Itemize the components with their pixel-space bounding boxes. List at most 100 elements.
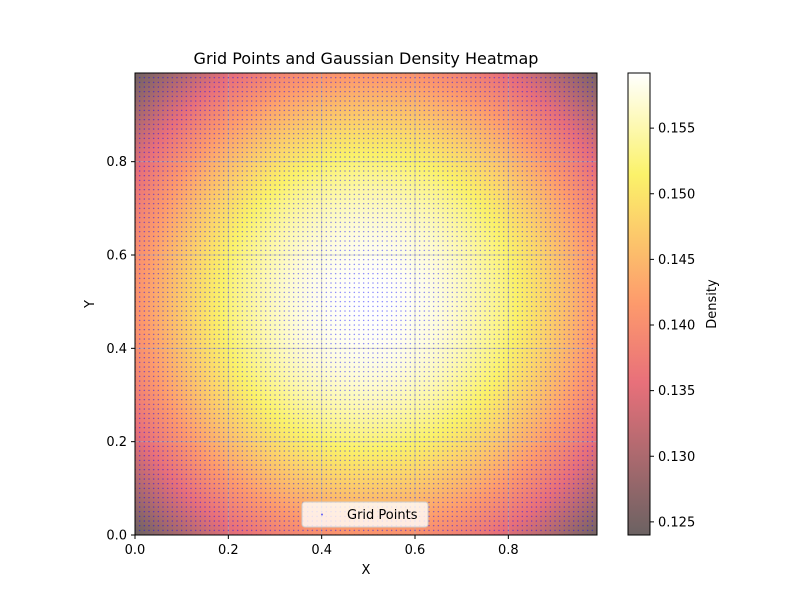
grid-point bbox=[246, 305, 248, 308]
grid-point bbox=[232, 202, 234, 205]
grid-point bbox=[222, 524, 225, 527]
grid-point bbox=[194, 184, 197, 186]
grid-point bbox=[274, 179, 276, 182]
grid-point bbox=[250, 300, 253, 303]
grid-point bbox=[260, 123, 262, 126]
grid-point bbox=[199, 361, 202, 364]
grid-point bbox=[255, 417, 258, 420]
grid-point bbox=[241, 412, 244, 415]
grid-point bbox=[185, 156, 188, 158]
grid-point bbox=[297, 412, 300, 415]
grid-point bbox=[320, 226, 323, 228]
grid-point bbox=[157, 347, 160, 350]
grid-point bbox=[180, 198, 183, 200]
grid-point bbox=[316, 384, 318, 387]
grid-point bbox=[199, 347, 202, 350]
grid-point bbox=[320, 324, 323, 326]
grid-point bbox=[283, 478, 286, 480]
grid-point bbox=[344, 352, 346, 354]
grid-point bbox=[162, 100, 164, 102]
grid-point bbox=[204, 328, 206, 331]
grid-point bbox=[334, 109, 337, 112]
grid-point bbox=[148, 146, 150, 149]
grid-point bbox=[274, 328, 276, 331]
grid-point bbox=[208, 95, 211, 98]
grid-point bbox=[180, 468, 183, 471]
grid-point bbox=[260, 216, 262, 219]
grid-point bbox=[162, 184, 164, 186]
grid-point bbox=[348, 291, 351, 294]
grid-point bbox=[180, 216, 183, 219]
grid-point bbox=[297, 436, 300, 438]
grid-point bbox=[334, 123, 337, 126]
grid-point bbox=[339, 319, 342, 322]
grid-point bbox=[306, 221, 309, 224]
grid-point bbox=[358, 300, 360, 303]
grid-point bbox=[339, 207, 342, 210]
grid-point bbox=[320, 95, 323, 98]
grid-point bbox=[199, 291, 202, 294]
grid-point bbox=[166, 310, 169, 312]
grid-point bbox=[227, 389, 230, 392]
grid-point bbox=[246, 342, 248, 345]
grid-point bbox=[348, 151, 351, 154]
grid-point bbox=[297, 356, 300, 359]
grid-point bbox=[194, 314, 197, 317]
grid-point bbox=[358, 431, 360, 434]
grid-point bbox=[264, 212, 267, 214]
grid-point bbox=[194, 123, 197, 126]
grid-point bbox=[213, 384, 216, 387]
grid-point bbox=[194, 431, 197, 434]
grid-point bbox=[241, 468, 244, 471]
grid-point bbox=[325, 375, 328, 378]
grid-point bbox=[166, 352, 169, 354]
grid-point bbox=[250, 394, 253, 396]
grid-point bbox=[250, 529, 253, 532]
grid-point bbox=[260, 296, 262, 298]
grid-point bbox=[176, 529, 178, 532]
grid-point bbox=[218, 118, 220, 121]
grid-point bbox=[190, 305, 192, 308]
grid-point bbox=[330, 529, 332, 532]
grid-point bbox=[306, 305, 309, 308]
grid-point bbox=[358, 370, 360, 373]
grid-point bbox=[358, 128, 360, 130]
grid-point bbox=[325, 146, 328, 149]
grid-point bbox=[344, 207, 346, 210]
grid-point bbox=[311, 412, 314, 415]
grid-point bbox=[339, 384, 342, 387]
grid-point bbox=[325, 86, 328, 88]
grid-point bbox=[320, 403, 323, 406]
grid-point bbox=[269, 254, 272, 256]
grid-point bbox=[227, 366, 230, 368]
grid-point bbox=[232, 370, 234, 373]
grid-point bbox=[236, 426, 239, 429]
grid-point bbox=[283, 109, 286, 112]
grid-point bbox=[204, 496, 206, 499]
grid-point bbox=[344, 95, 346, 98]
grid-point bbox=[334, 296, 337, 298]
grid-point bbox=[264, 174, 267, 177]
grid-point bbox=[232, 207, 234, 210]
grid-point bbox=[274, 342, 276, 345]
grid-point bbox=[278, 254, 281, 256]
grid-point bbox=[288, 436, 290, 438]
grid-point bbox=[162, 76, 164, 79]
grid-point bbox=[362, 207, 365, 210]
grid-point bbox=[278, 291, 281, 294]
grid-point bbox=[306, 282, 309, 284]
grid-point bbox=[218, 450, 220, 452]
grid-point bbox=[157, 324, 160, 326]
grid-point bbox=[320, 263, 323, 266]
grid-point bbox=[325, 445, 328, 448]
grid-point bbox=[330, 221, 332, 224]
grid-point bbox=[288, 310, 290, 312]
grid-point bbox=[241, 188, 244, 191]
grid-point bbox=[269, 389, 272, 392]
grid-point bbox=[148, 174, 150, 177]
grid-point bbox=[339, 394, 342, 396]
grid-point bbox=[288, 487, 290, 490]
grid-point bbox=[162, 156, 164, 158]
grid-point bbox=[176, 156, 178, 158]
grid-point bbox=[218, 468, 220, 471]
